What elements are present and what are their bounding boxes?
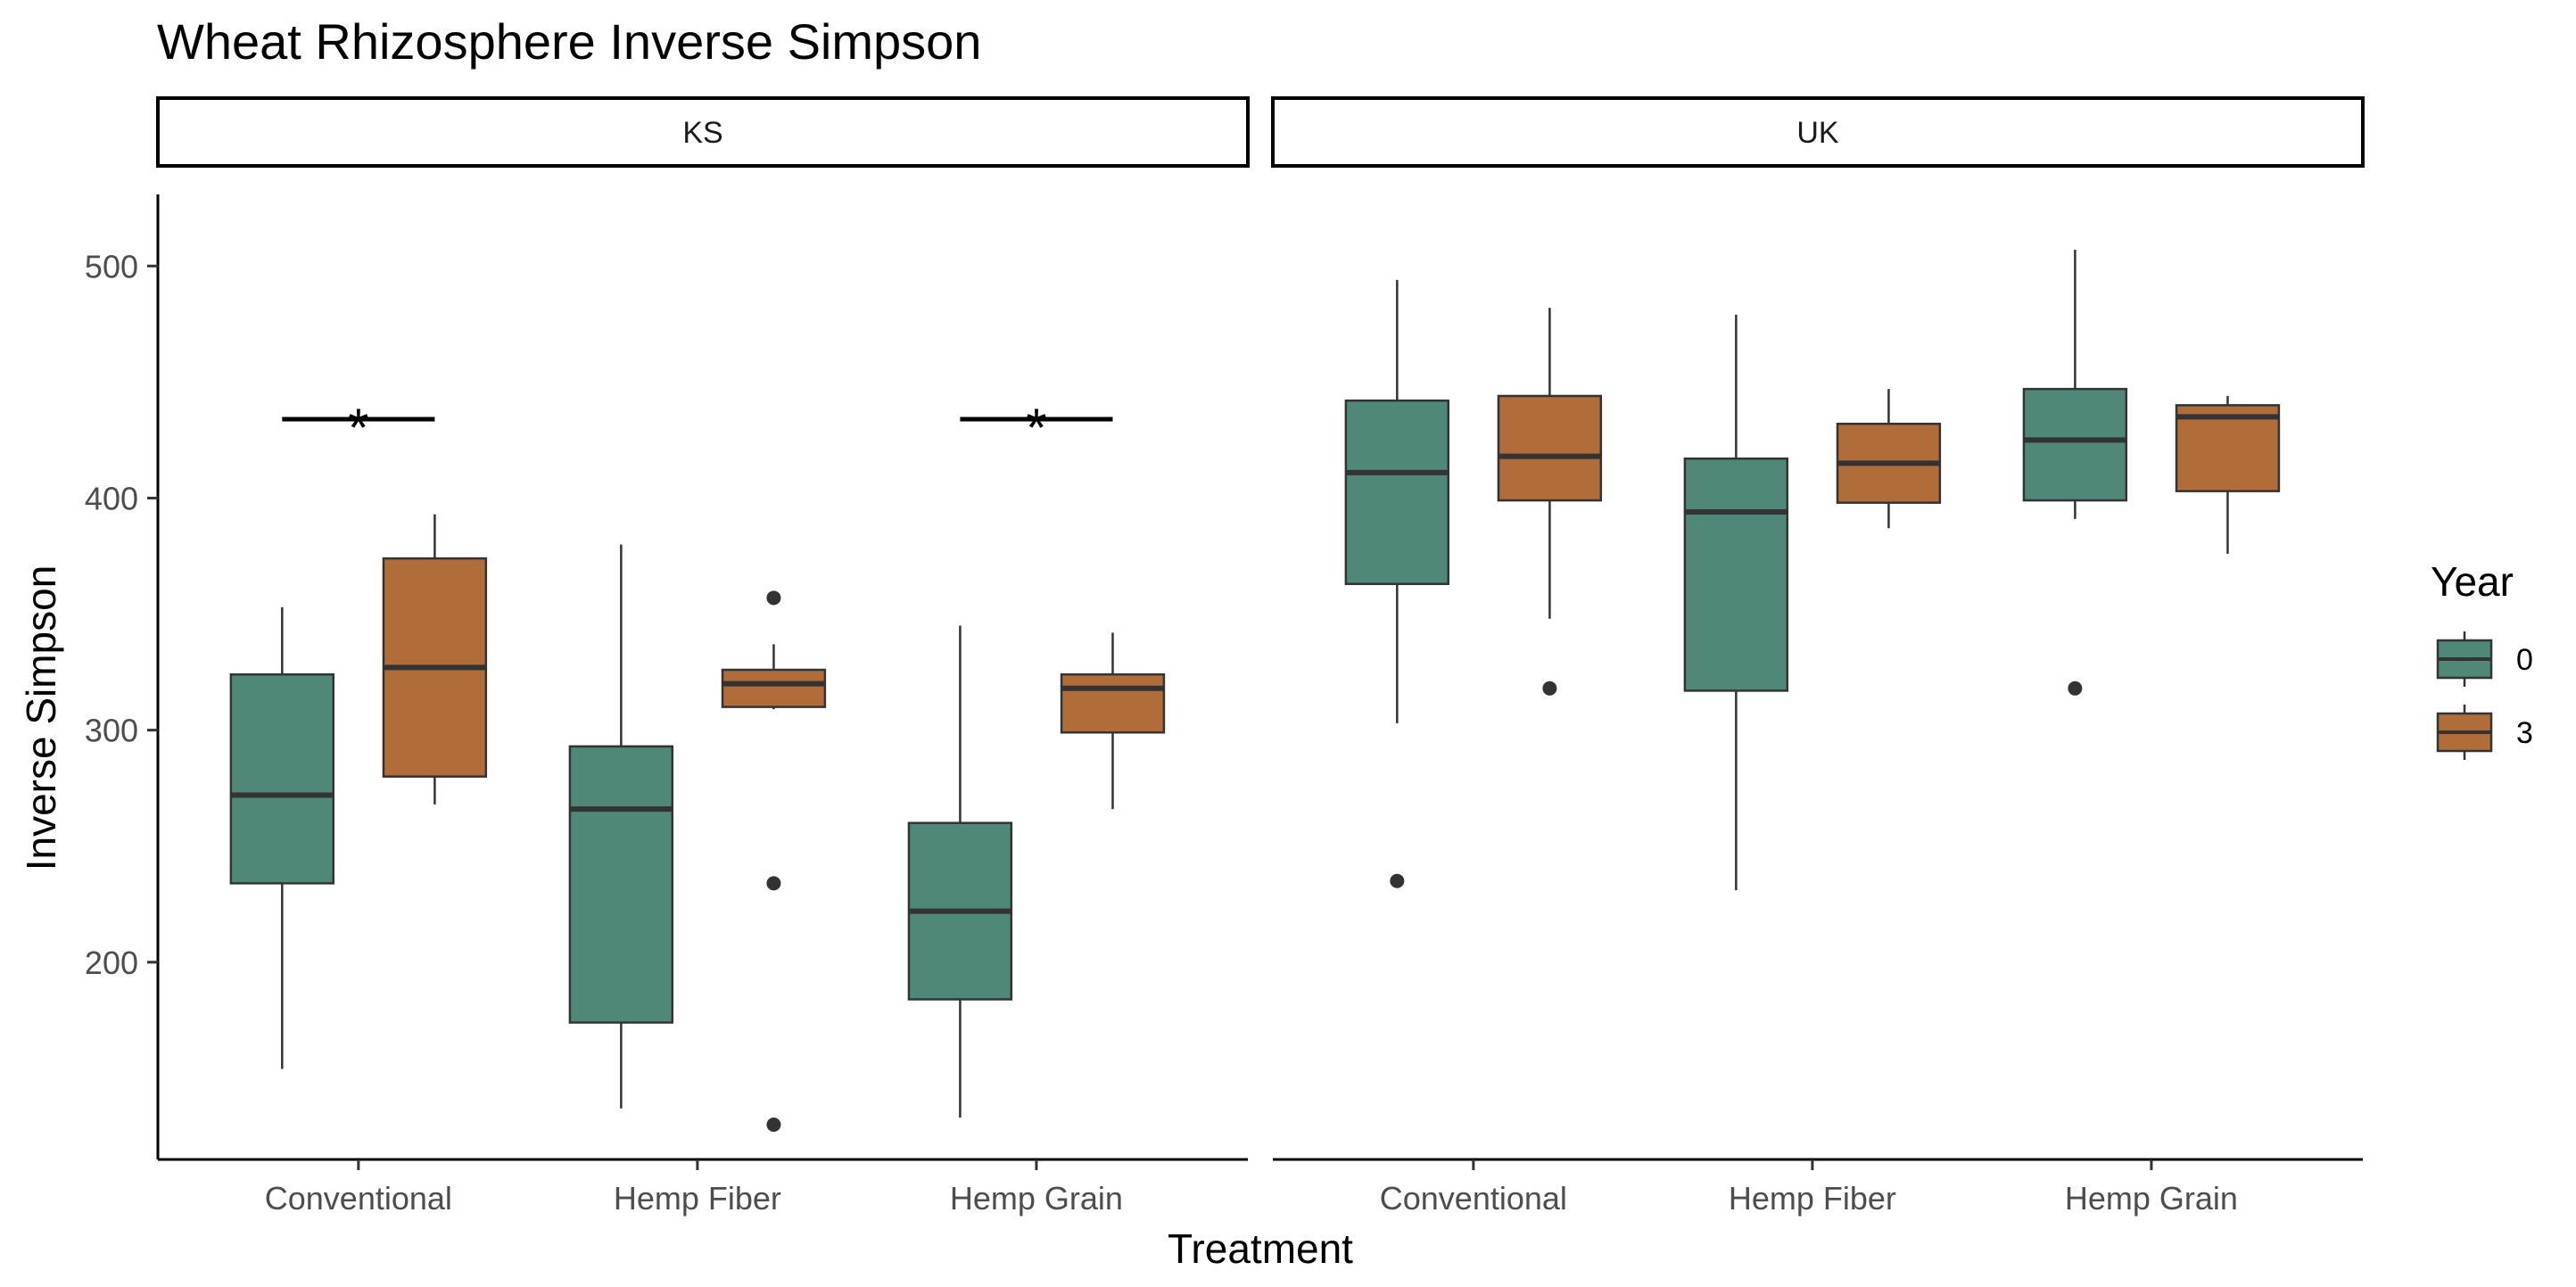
box-iqr bbox=[568, 745, 674, 1024]
box-ks-hemp-fiber-year-3 bbox=[721, 590, 827, 1132]
x-axis-title: Treatment bbox=[1168, 1225, 1353, 1272]
outlier-point bbox=[2068, 681, 2083, 696]
box-uk-hemp-fiber-year-3 bbox=[1836, 389, 1942, 529]
legend-entry-year-0: 0 bbox=[2436, 631, 2533, 687]
y-tick-label: 500 bbox=[85, 248, 138, 285]
box-ks-hemp-grain-year-0 bbox=[907, 625, 1013, 1118]
y-tick-label: 300 bbox=[85, 713, 138, 749]
box-iqr bbox=[721, 668, 827, 708]
box-uk-conventional-year-3 bbox=[1497, 308, 1603, 696]
x-tick-label: Conventional bbox=[1380, 1180, 1567, 1217]
y-axis-title: Inverse Simpson bbox=[18, 565, 64, 871]
outlier-point bbox=[766, 590, 781, 606]
facets: KS Conventional Hemp Fiber Hemp Grain * * UK Co… bbox=[156, 96, 2365, 1217]
x-tick-label: Conventional bbox=[265, 1180, 452, 1217]
box-iqr bbox=[2022, 387, 2128, 502]
legend-label: 0 bbox=[2516, 643, 2533, 677]
box-iqr bbox=[229, 672, 334, 885]
box-iqr bbox=[1497, 394, 1603, 502]
facet-uk: UK Conventional Hemp Fiber Hemp Grain bbox=[1271, 96, 2365, 1217]
y-tick-label: 200 bbox=[85, 945, 138, 981]
significance-star: * bbox=[348, 398, 368, 458]
facet-strip bbox=[1271, 96, 2365, 168]
legend-entry-year-3: 3 bbox=[2436, 705, 2533, 760]
facet-strip bbox=[156, 96, 1250, 168]
box-uk-hemp-grain-year-0 bbox=[2022, 250, 2128, 696]
significance-star: * bbox=[1026, 398, 1046, 458]
outlier-point bbox=[766, 1117, 781, 1132]
facet-ks: KS Conventional Hemp Fiber Hemp Grain * * bbox=[156, 96, 1250, 1217]
x-tick-label: Hemp Fiber bbox=[1729, 1180, 1896, 1217]
box-ks-hemp-grain-year-3 bbox=[1060, 632, 1166, 810]
box-uk-conventional-year-0 bbox=[1344, 279, 1449, 888]
box-iqr bbox=[1344, 399, 1449, 585]
box-iqr bbox=[2175, 404, 2281, 492]
outlier-point bbox=[1390, 873, 1405, 888]
x-tick-label: Hemp Grain bbox=[950, 1180, 1123, 1217]
box-uk-hemp-grain-year-3 bbox=[2175, 395, 2281, 554]
facet-strip-label: KS bbox=[682, 116, 722, 150]
significance-annotation: * bbox=[960, 398, 1113, 458]
x-tick-label: Hemp Grain bbox=[2065, 1180, 2238, 1217]
chart-title: Wheat Rhizosphere Inverse Simpson bbox=[157, 13, 981, 70]
legend-label: 3 bbox=[2516, 716, 2533, 750]
legend: Year 0 3 bbox=[2431, 558, 2533, 760]
box-ks-hemp-fiber-year-0 bbox=[568, 544, 674, 1109]
box-uk-hemp-fiber-year-0 bbox=[1683, 314, 1789, 891]
outlier-point bbox=[1542, 681, 1557, 696]
y-axis: 200 300 400 500 bbox=[85, 248, 158, 981]
facet-strip-label: UK bbox=[1796, 116, 1839, 150]
outlier-point bbox=[766, 876, 781, 891]
y-tick-label: 400 bbox=[85, 480, 138, 516]
box-iqr bbox=[1060, 672, 1166, 734]
box-ks-conventional-year-3 bbox=[382, 514, 488, 804]
significance-annotation: * bbox=[282, 398, 435, 458]
legend-title: Year bbox=[2431, 558, 2514, 605]
box-ks-conventional-year-0 bbox=[229, 606, 334, 1069]
x-tick-label: Hemp Fiber bbox=[614, 1180, 781, 1217]
box-iqr bbox=[1683, 457, 1789, 692]
